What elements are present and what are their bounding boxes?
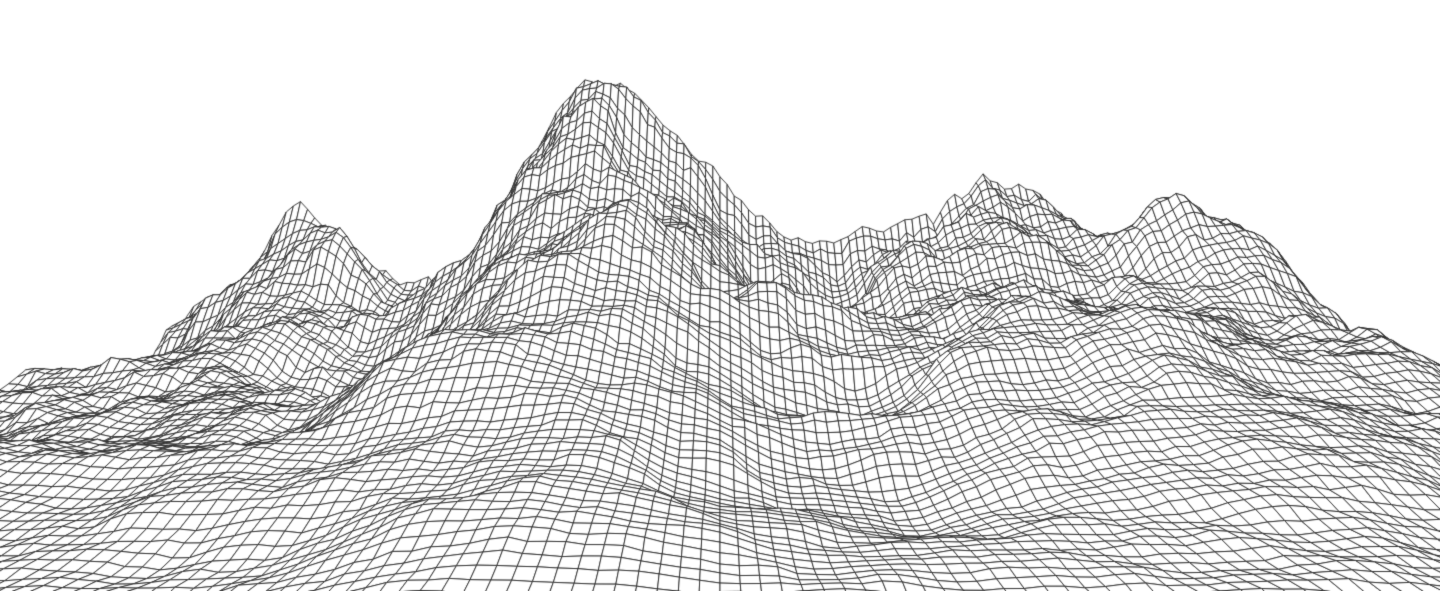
terrain-wireframe-mesh xyxy=(0,0,1440,591)
terrain-viewport xyxy=(0,0,1440,591)
